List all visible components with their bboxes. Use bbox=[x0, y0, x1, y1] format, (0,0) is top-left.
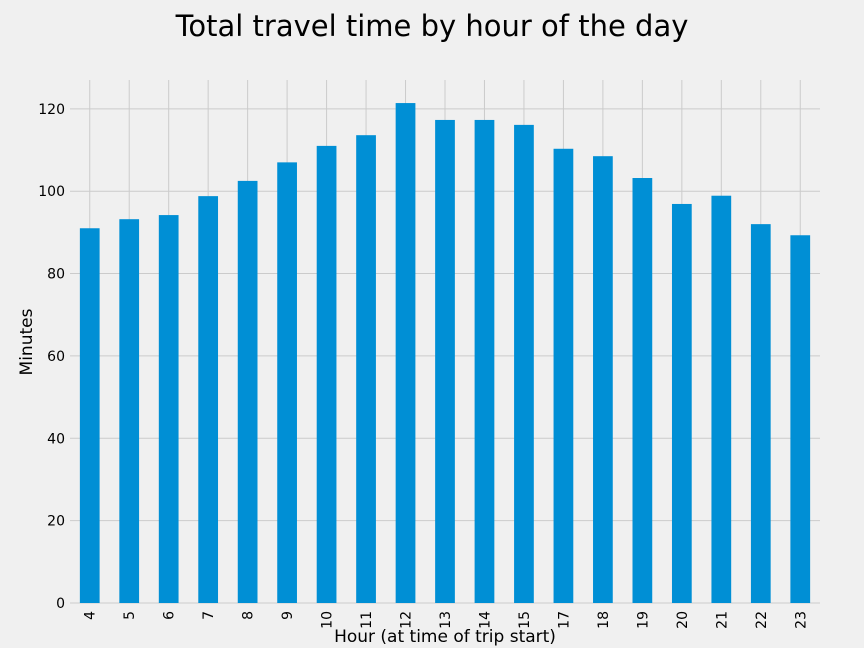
x-tick-label: 20 bbox=[675, 611, 691, 629]
bar bbox=[158, 215, 179, 603]
bar bbox=[277, 162, 297, 604]
x-tick-label: 21 bbox=[714, 611, 730, 629]
x-tick-label: 19 bbox=[635, 611, 651, 629]
chart-title: Total travel time by hour of the day bbox=[175, 9, 689, 43]
x-tick-label: 5 bbox=[122, 611, 138, 620]
bar bbox=[790, 235, 811, 604]
x-tick-label: 9 bbox=[280, 611, 296, 620]
bar bbox=[316, 145, 337, 603]
y-tick-label: 0 bbox=[56, 596, 65, 612]
bar bbox=[750, 224, 771, 604]
bar bbox=[356, 135, 376, 603]
y-tick-label: 80 bbox=[47, 267, 65, 283]
bar bbox=[553, 148, 574, 603]
x-tick-label: 22 bbox=[754, 611, 770, 629]
x-tick-label: 7 bbox=[201, 611, 217, 620]
bar bbox=[395, 103, 416, 604]
y-tick-label: 40 bbox=[47, 431, 65, 447]
bar bbox=[671, 203, 692, 603]
x-tick-label: 18 bbox=[596, 611, 612, 629]
bar bbox=[514, 124, 534, 604]
bar bbox=[593, 156, 613, 603]
bar bbox=[711, 195, 732, 603]
x-tick-label: 12 bbox=[399, 611, 415, 629]
x-tick-label: 15 bbox=[517, 611, 533, 629]
y-tick-label: 20 bbox=[47, 514, 65, 530]
bar bbox=[237, 180, 258, 603]
bar bbox=[79, 228, 100, 604]
x-axis-ticks: 4 5 6 7 8 9 10 11 12 13 14 15 17 18 19 20 21 22 23 bbox=[83, 611, 810, 629]
x-tick-label: 13 bbox=[438, 611, 454, 629]
x-tick-label: 8 bbox=[241, 611, 257, 620]
x-tick-label: 11 bbox=[359, 611, 375, 629]
x-tick-label: 6 bbox=[162, 611, 178, 620]
y-axis-ticks: 0 20 40 60 80 100 120 bbox=[38, 102, 65, 612]
bar bbox=[632, 178, 653, 603]
y-tick-label: 100 bbox=[38, 184, 65, 200]
bar bbox=[119, 219, 140, 603]
x-tick-label: 23 bbox=[793, 611, 809, 629]
x-tick-label: 14 bbox=[477, 611, 493, 629]
x-tick-label: 10 bbox=[320, 611, 336, 629]
bars bbox=[79, 103, 811, 604]
y-tick-label: 120 bbox=[38, 102, 65, 118]
y-axis-label: Minutes bbox=[17, 308, 37, 375]
bar bbox=[474, 119, 495, 603]
x-axis-label: Hour (at time of trip start) bbox=[334, 627, 556, 647]
x-tick-label: 4 bbox=[83, 611, 99, 620]
bar bbox=[435, 119, 455, 603]
x-tick-label: 17 bbox=[556, 611, 572, 629]
y-tick-label: 60 bbox=[47, 349, 65, 365]
bar bbox=[198, 196, 219, 603]
